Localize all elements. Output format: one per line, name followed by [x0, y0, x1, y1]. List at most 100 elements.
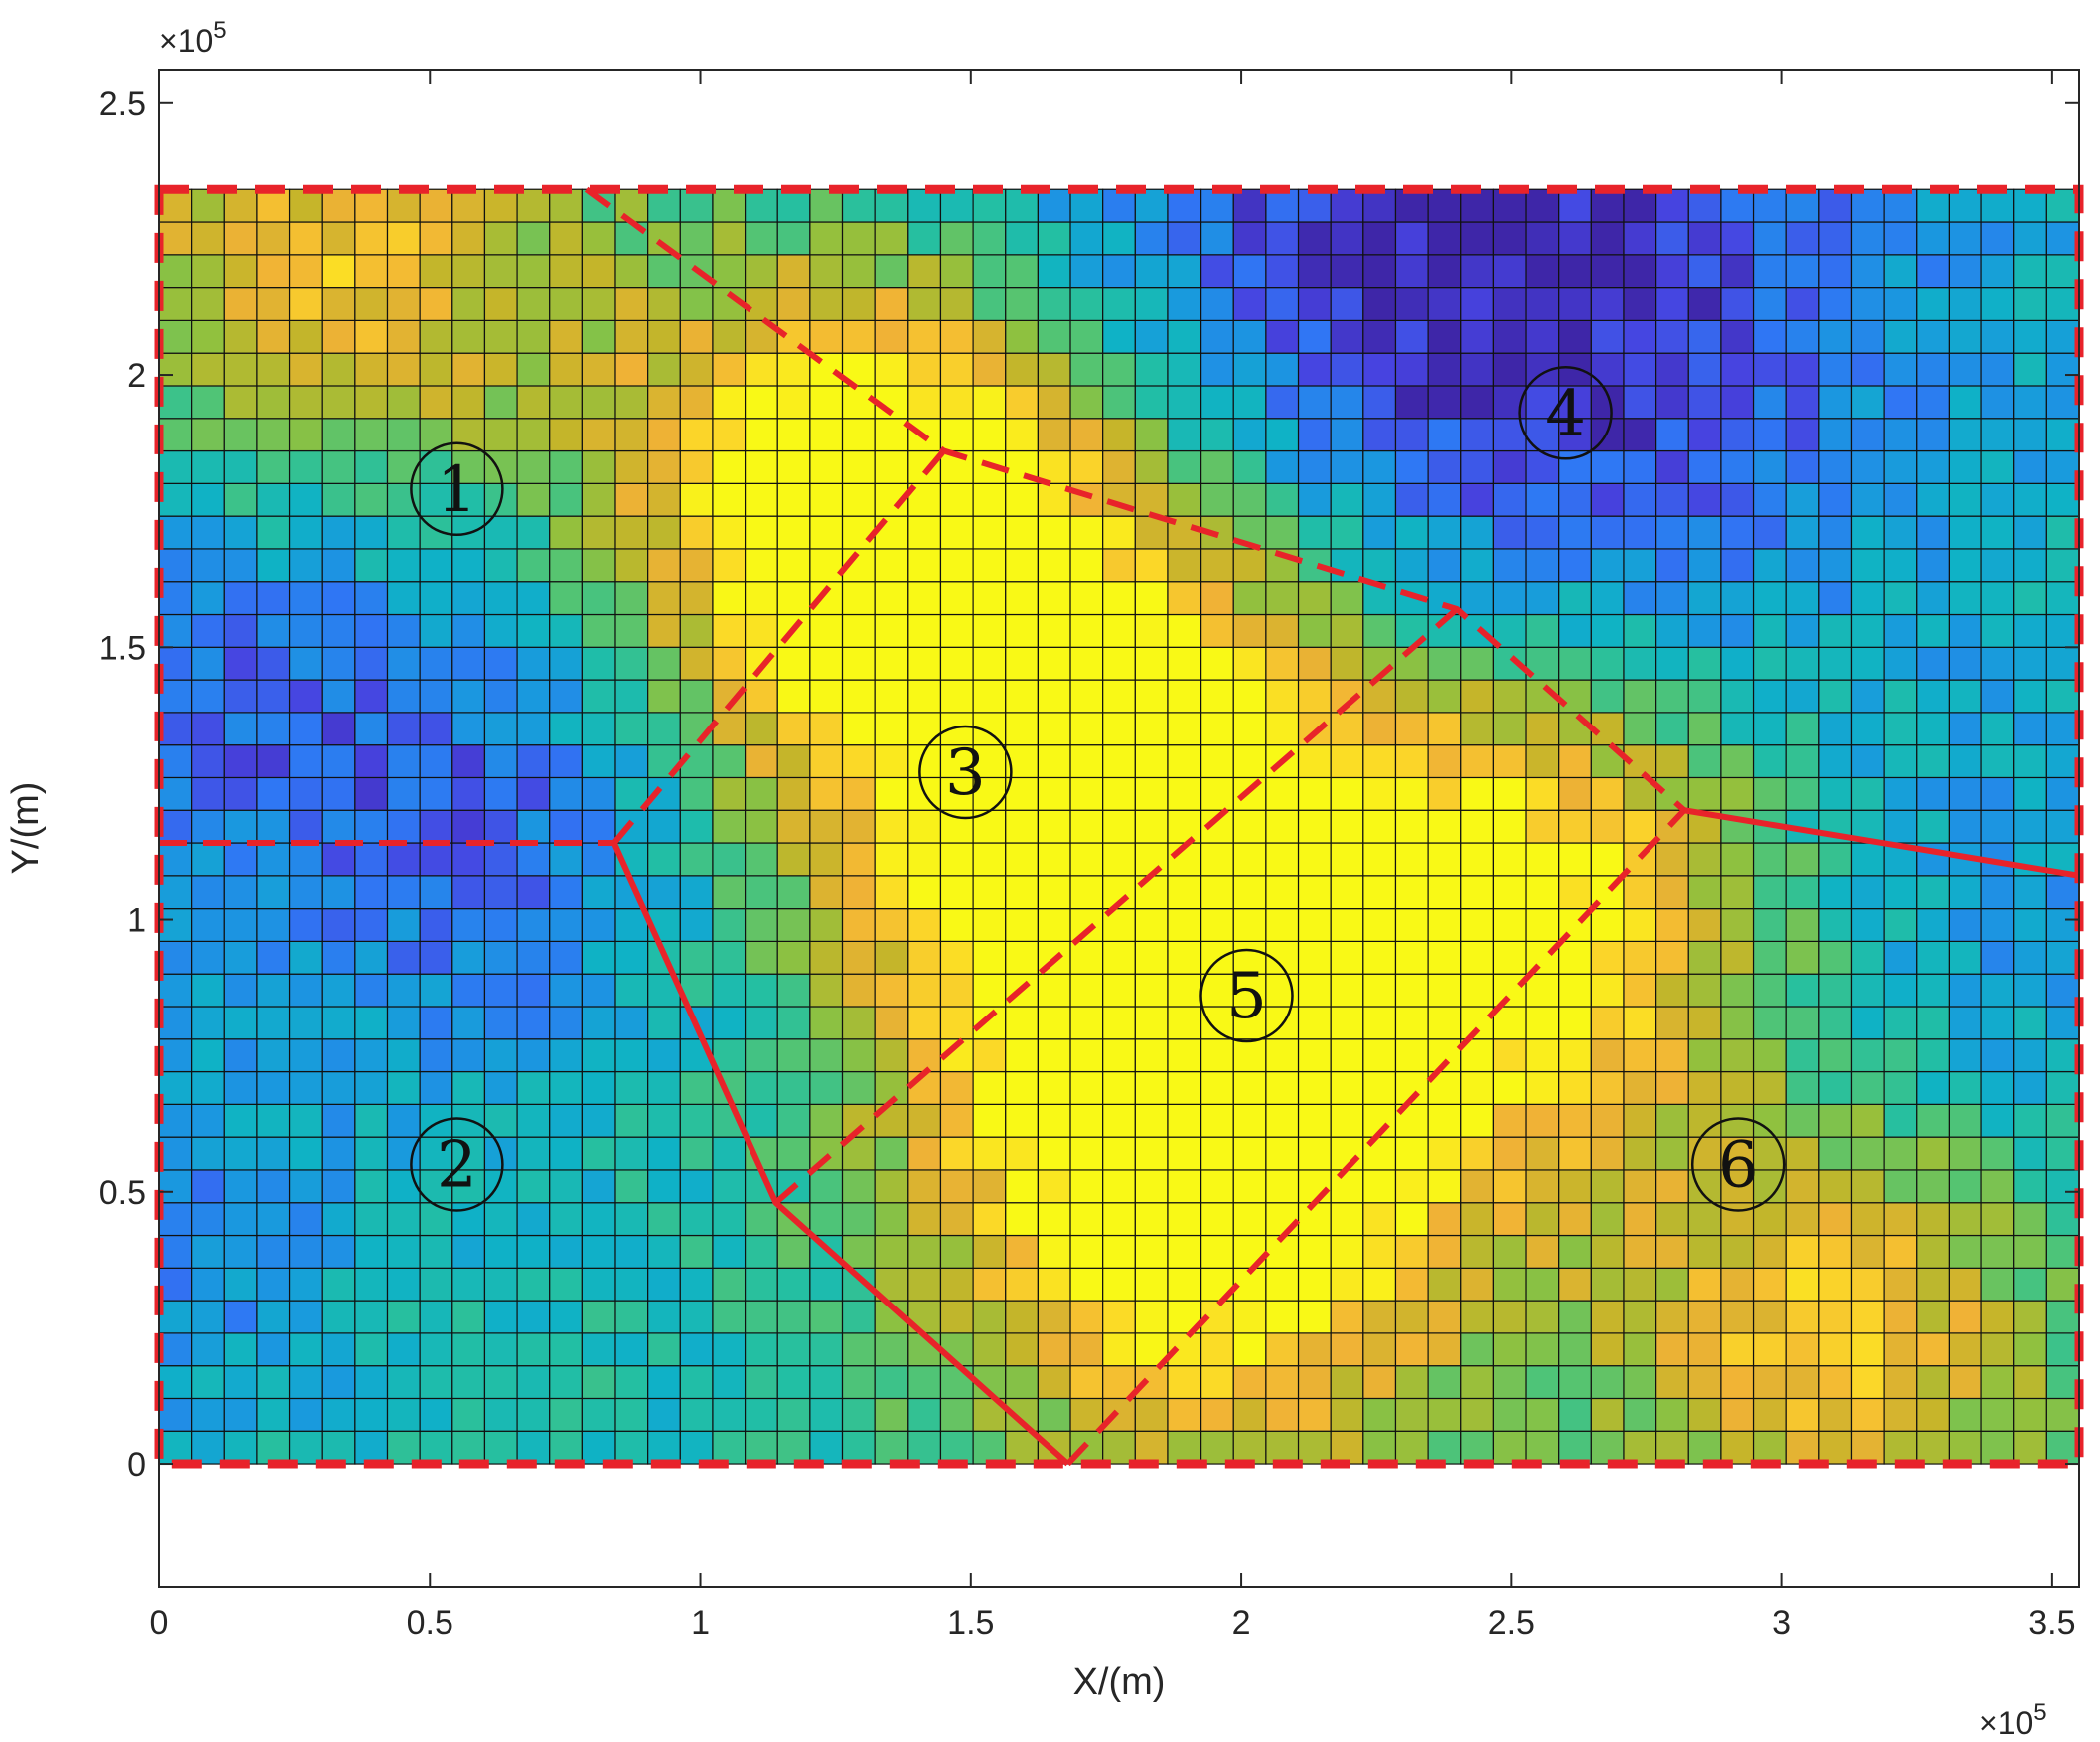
heatmap-cell [1948, 1365, 1982, 1400]
heatmap-cell [1687, 352, 1722, 387]
heatmap-cell [2013, 1365, 2047, 1400]
heatmap-cell [2045, 712, 2080, 746]
heatmap-cell [939, 613, 974, 648]
heatmap-cell [679, 515, 714, 550]
x-axis-ticks: 0 0.5 1 1.5 2 2.5 3 3.5 [150, 70, 2076, 1642]
heatmap-cell [1200, 1332, 1234, 1367]
heatmap-cell [1362, 515, 1397, 550]
heatmap-cell [1623, 646, 1657, 681]
heatmap-cell [907, 1038, 942, 1073]
heatmap-cell [549, 482, 583, 517]
heatmap-cell [1200, 1397, 1234, 1432]
heatmap-cell [451, 1365, 486, 1400]
heatmap-cell [223, 1070, 258, 1105]
heatmap-cell [1427, 875, 1462, 910]
heatmap-cell [1980, 221, 2015, 256]
heatmap-cell [1525, 712, 1560, 746]
heatmap-cell [516, 1397, 551, 1432]
heatmap-cell [1687, 221, 1722, 256]
heatmap-cell [1394, 254, 1429, 289]
heatmap-cell [1687, 744, 1722, 779]
heatmap-cell [1297, 482, 1332, 517]
heatmap-cell [1460, 418, 1495, 452]
heatmap-cell [907, 712, 942, 746]
heatmap-cell [939, 646, 974, 681]
heatmap-cell [1362, 319, 1397, 354]
heatmap-cell [1883, 1267, 1918, 1302]
heatmap-cell [223, 188, 258, 223]
heatmap-cell [809, 1397, 844, 1432]
heatmap-cell [972, 1202, 1007, 1237]
heatmap-cell [451, 776, 486, 811]
heatmap-cell [2045, 613, 2080, 648]
heatmap-cell [1362, 940, 1397, 975]
heatmap-cell [2013, 908, 2047, 942]
heatmap-cell [516, 1332, 551, 1367]
heatmap-cell [354, 809, 389, 844]
heatmap-cell [158, 1234, 193, 1269]
heatmap-cell [1167, 712, 1202, 746]
heatmap-cell [1005, 842, 1039, 877]
heatmap-cell [647, 254, 681, 289]
heatmap-cell [1005, 908, 1039, 942]
heatmap-cell [647, 842, 681, 877]
heatmap-cell [1916, 1006, 1950, 1040]
heatmap-cell [1687, 842, 1722, 877]
heatmap-cell [1720, 1267, 1755, 1302]
heatmap-cell [1980, 418, 2015, 452]
heatmap-cell [354, 1136, 389, 1171]
heatmap-cell [1752, 1038, 1787, 1073]
heatmap-cell [158, 319, 193, 354]
heatmap-cell [1558, 776, 1592, 811]
heatmap-cell [679, 940, 714, 975]
heatmap-cell [907, 515, 942, 550]
heatmap-cell [483, 712, 518, 746]
heatmap-cell [744, 449, 778, 484]
heatmap-cell [1167, 776, 1202, 811]
heatmap-cell [1460, 744, 1495, 779]
heatmap-cell [874, 254, 909, 289]
heatmap-cell [1200, 1103, 1234, 1138]
heatmap-cell [158, 1070, 193, 1105]
heatmap-cell [1102, 188, 1136, 223]
heatmap-cell [841, 1332, 876, 1367]
heatmap-cell [1200, 319, 1234, 354]
heatmap-cell [1005, 286, 1039, 321]
heatmap-cell [1037, 712, 1071, 746]
heatmap-cell [581, 286, 616, 321]
heatmap-cell [288, 842, 323, 877]
heatmap-cell [1005, 613, 1039, 648]
heatmap-cell [1492, 188, 1527, 223]
heatmap-cell [2045, 581, 2080, 616]
heatmap-cell [288, 940, 323, 975]
heatmap-cell [1265, 286, 1300, 321]
heatmap-cell [1232, 1103, 1267, 1138]
heatmap-cell [1850, 418, 1885, 452]
heatmap-cell [1916, 515, 1950, 550]
heatmap-cell [1752, 515, 1787, 550]
heatmap-cell [191, 254, 225, 289]
heatmap-cell [354, 776, 389, 811]
heatmap-cell [1752, 418, 1787, 452]
heatmap-cell [1818, 1038, 1853, 1073]
heatmap-cell [1394, 712, 1429, 746]
heatmap-cell [809, 1300, 844, 1334]
heatmap-cell [744, 940, 778, 975]
heatmap-cell [1850, 1332, 1885, 1367]
heatmap-cell [1069, 449, 1104, 484]
heatmap-cell [288, 776, 323, 811]
heatmap-cell [1785, 449, 1820, 484]
heatmap-cell [581, 1103, 616, 1138]
heatmap-cell [841, 1070, 876, 1105]
heatmap-cell [1785, 1136, 1820, 1171]
heatmap-cell [419, 809, 453, 844]
heatmap-cell [1427, 1430, 1462, 1465]
heatmap-cell [1232, 1038, 1267, 1073]
heatmap-cell [223, 515, 258, 550]
heatmap-cell [1200, 973, 1234, 1008]
heatmap-cell [2045, 1234, 2080, 1269]
heatmap-cell [483, 842, 518, 877]
heatmap-cell [1167, 254, 1202, 289]
heatmap-cell [1265, 188, 1300, 223]
heatmap-cell [1200, 1038, 1234, 1073]
